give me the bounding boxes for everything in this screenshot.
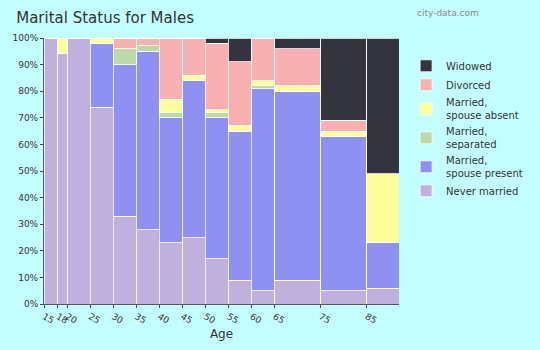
svg-text:Married,separated: Married,separated bbox=[446, 126, 497, 150]
svg-text:Widowed: Widowed bbox=[446, 61, 492, 72]
svg-text:55: 55 bbox=[225, 311, 240, 325]
svg-text:15: 15 bbox=[41, 311, 56, 325]
svg-text:70%: 70% bbox=[18, 113, 38, 123]
svg-text:Marital Status for Males: Marital Status for Males bbox=[16, 9, 194, 27]
svg-text:Married,spouse absent: Married,spouse absent bbox=[446, 97, 519, 121]
svg-text:20%: 20% bbox=[18, 246, 38, 256]
svg-text:50%: 50% bbox=[18, 166, 38, 176]
svg-text:Divorced: Divorced bbox=[446, 80, 490, 91]
svg-text:60%: 60% bbox=[18, 140, 38, 150]
svg-text:Never married: Never married bbox=[446, 186, 518, 197]
svg-text:30: 30 bbox=[110, 311, 125, 326]
svg-text:18: 18 bbox=[55, 311, 70, 326]
svg-text:20: 20 bbox=[64, 311, 79, 326]
svg-text:10%: 10% bbox=[18, 273, 38, 283]
svg-text:Age: Age bbox=[210, 327, 233, 341]
svg-text:Married,spouse present: Married,spouse present bbox=[446, 155, 523, 179]
svg-text:35: 35 bbox=[133, 311, 148, 325]
svg-text:40: 40 bbox=[156, 311, 171, 326]
svg-text:25: 25 bbox=[87, 311, 102, 325]
svg-text:80%: 80% bbox=[18, 86, 38, 96]
svg-text:100%: 100% bbox=[12, 33, 38, 43]
svg-text:50: 50 bbox=[202, 311, 217, 326]
svg-text:65: 65 bbox=[271, 311, 286, 325]
svg-text:45: 45 bbox=[179, 311, 194, 325]
svg-text:30%: 30% bbox=[18, 219, 38, 229]
svg-text:city-data.com: city-data.com bbox=[417, 8, 479, 18]
svg-text:0%: 0% bbox=[24, 299, 39, 309]
svg-text:60: 60 bbox=[248, 311, 263, 326]
svg-text:75: 75 bbox=[317, 311, 332, 325]
svg-text:40%: 40% bbox=[18, 193, 38, 203]
svg-text:90%: 90% bbox=[18, 60, 38, 70]
svg-text:85: 85 bbox=[363, 311, 378, 325]
